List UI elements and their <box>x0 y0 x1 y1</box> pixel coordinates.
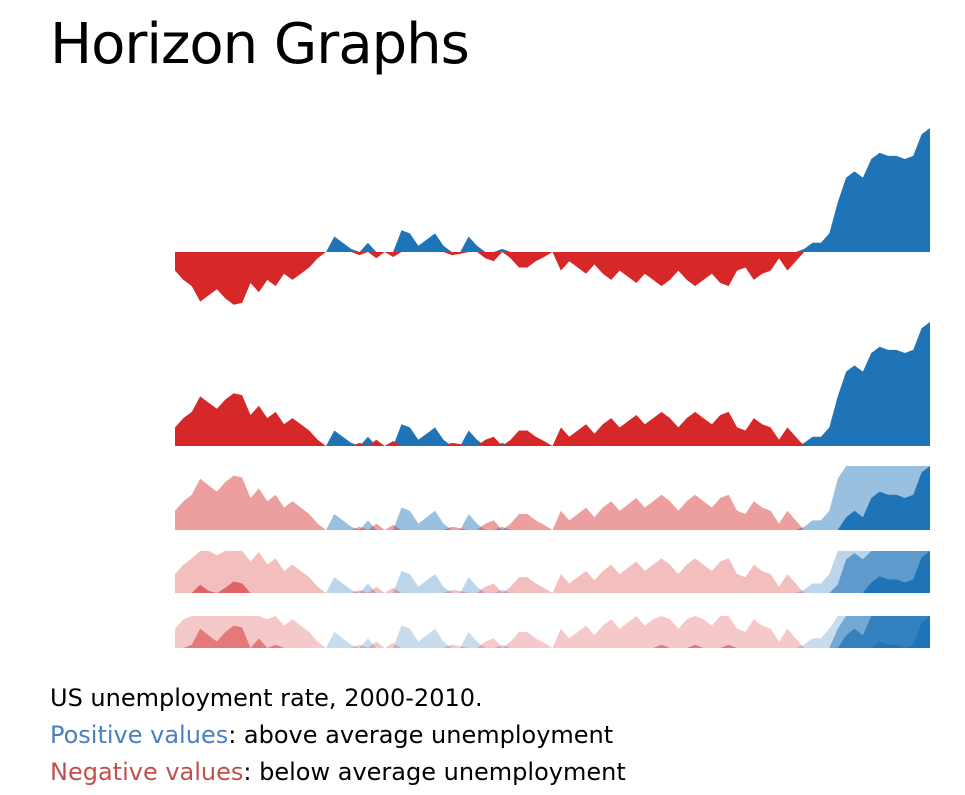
positive-band-3 <box>175 616 930 648</box>
positive-area <box>175 128 930 252</box>
negative-values-text: : below average unemployment <box>243 758 626 786</box>
horizon-step-2-mirrored <box>175 322 930 446</box>
positive-band-2 <box>175 551 930 593</box>
caption-line-3: Negative values: below average unemploym… <box>50 754 626 791</box>
positive-area <box>175 322 930 446</box>
chart-caption: US unemployment rate, 2000-2010. Positiv… <box>50 680 626 791</box>
page-title: Horizon Graphs <box>50 12 470 77</box>
positive-values-text: : above average unemployment <box>228 721 614 749</box>
negative-band-1 <box>175 616 930 648</box>
horizon-step-1-area <box>175 128 930 305</box>
positive-values-label: Positive values <box>50 721 229 749</box>
negative-band-1 <box>175 551 930 593</box>
horizon-step-5-four-bands <box>175 616 930 648</box>
positive-band-2 <box>175 466 930 530</box>
caption-line-2: Positive values: above average unemploym… <box>50 717 626 754</box>
caption-line-1: US unemployment rate, 2000-2010. <box>50 684 483 712</box>
negative-values-label: Negative values <box>50 758 244 786</box>
horizon-step-4-three-bands <box>175 551 930 593</box>
negative-area <box>175 393 930 446</box>
negative-band-1 <box>175 475 930 530</box>
negative-area <box>175 252 930 305</box>
horizon-step-3-two-bands <box>175 466 930 530</box>
